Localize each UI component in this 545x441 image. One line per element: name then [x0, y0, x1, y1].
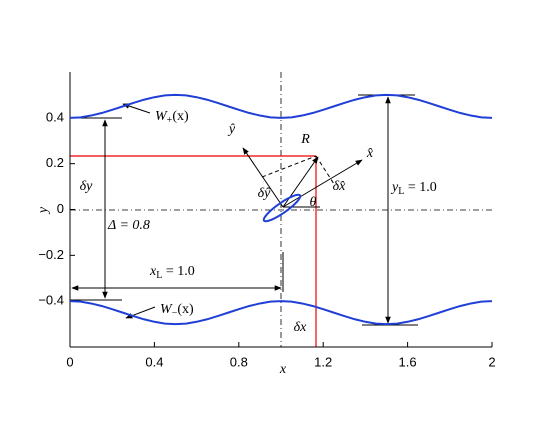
annotation-text: δy: [80, 179, 94, 194]
annotation: θ: [310, 195, 317, 210]
wall-curve: [69, 93, 493, 119]
annotation: W−(x): [160, 302, 194, 319]
annotation-subscript: +: [167, 115, 173, 126]
annotation-subscript: −: [172, 308, 178, 319]
annotation-text: x: [149, 264, 157, 279]
annotation-text: θ: [310, 195, 317, 210]
x-tick-label: 0.8: [230, 354, 248, 369]
x-tick-label: 1.6: [399, 354, 417, 369]
annotation: R⃗: [300, 132, 320, 147]
wall-curve: [69, 300, 493, 326]
annotation-tail: = 1.0: [404, 180, 436, 195]
x-tick-label: 2: [488, 354, 495, 369]
annotation-subscript: L: [156, 270, 162, 281]
annotation-text: δŷ: [258, 186, 272, 201]
y-tick-label: 0.4: [46, 109, 64, 124]
annotation-text: y: [390, 180, 399, 195]
y-axis-label: y: [36, 206, 51, 215]
y-tick-label: −0.2: [38, 247, 64, 262]
annotation: W+(x): [155, 109, 189, 126]
annotation-text: W: [155, 109, 168, 124]
annotation: Δ = 0.8: [107, 218, 150, 233]
annotation: δŷ: [258, 186, 272, 201]
annotation: yL = 1.0: [390, 180, 437, 197]
particle: [262, 193, 302, 223]
annotation-subscript: L: [398, 186, 404, 197]
diagram: [70, 94, 418, 326]
y-tick-label: 0: [57, 201, 64, 216]
annotation-text: δx̂: [333, 179, 347, 194]
x-tick-label: 1.2: [314, 354, 332, 369]
x-tick-label: 0.4: [145, 354, 163, 369]
annotation: δy: [80, 179, 94, 194]
y-tick-label: −0.4: [38, 293, 64, 308]
annotation-text: W: [160, 302, 173, 317]
annotation-text: ŷ: [227, 122, 236, 137]
annotation: ŷ: [227, 122, 236, 137]
annotation-tail: (x): [177, 302, 194, 317]
y-tick-label: 0.2: [46, 155, 64, 170]
annotation: δx̂: [333, 179, 347, 194]
x-axis-label: x: [279, 362, 287, 377]
annotation: δx: [294, 320, 308, 335]
annotation-tail: = 1.0: [162, 264, 194, 279]
annotation-text: x̂: [366, 146, 374, 161]
annotation-text: Δ = 0.8: [107, 218, 150, 233]
annotation-text: R⃗: [300, 132, 320, 147]
x-tick-label: 0: [66, 354, 73, 369]
annotation-text: δx: [294, 320, 308, 335]
annotation: x̂: [366, 146, 374, 161]
annotation: xL = 1.0: [149, 264, 195, 281]
annotation-tail: (x): [172, 109, 189, 124]
